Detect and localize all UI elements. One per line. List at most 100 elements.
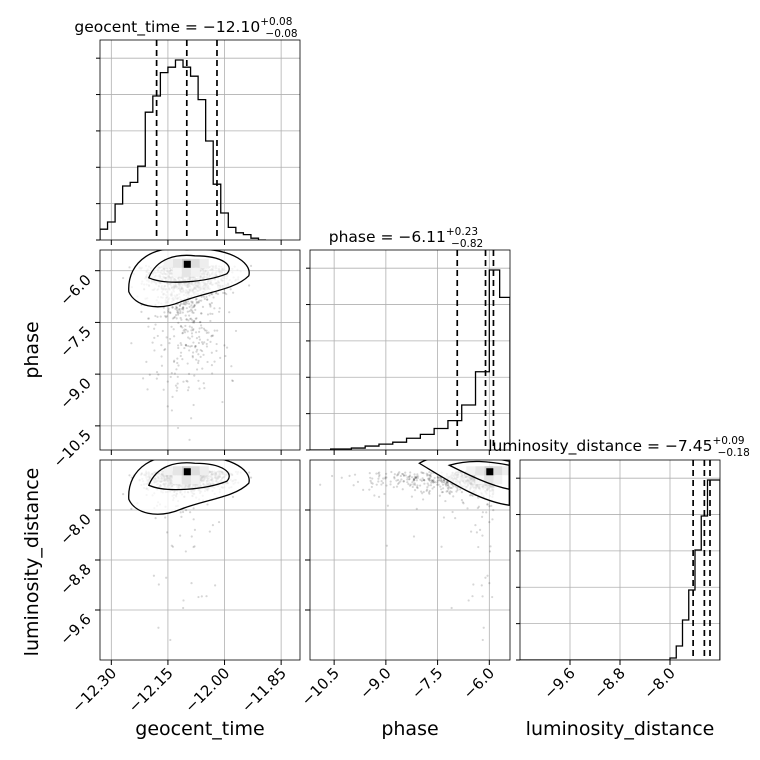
scatter-point (148, 373, 151, 376)
scatter-point (157, 626, 160, 629)
scatter-point (410, 495, 414, 498)
scatter-point (385, 544, 388, 547)
scatter-point (395, 485, 399, 488)
scatter-point (370, 485, 373, 489)
scatter-point (455, 490, 458, 493)
scatter-point (189, 317, 193, 320)
scatter-point (164, 316, 168, 319)
scatter-point (456, 486, 459, 490)
scatter-point (189, 308, 193, 311)
scatter-point (481, 515, 484, 518)
scatter-point (428, 477, 431, 480)
scatter-point (430, 472, 433, 475)
scatter-point (152, 574, 156, 577)
scatter-point (172, 360, 176, 363)
scatter-point (395, 474, 399, 477)
scatter-point (481, 638, 484, 642)
scatter-point (122, 276, 125, 280)
scatter-point (192, 403, 195, 407)
scatter-point (439, 476, 442, 479)
scatter-point (195, 358, 198, 361)
scatter-point (206, 298, 209, 301)
scatter-point (197, 353, 200, 356)
scatter-point (188, 438, 191, 441)
scatter-point (411, 485, 414, 489)
scatter-point (432, 481, 436, 484)
scatter-point (471, 494, 474, 497)
scatter-point (181, 306, 185, 309)
scatter-point (443, 479, 446, 482)
scatter-point (426, 474, 429, 477)
scatter-point (188, 302, 191, 305)
scatter-point (194, 317, 197, 320)
scatter-point (184, 508, 188, 512)
scatter-point (192, 327, 195, 331)
scatter-point (445, 481, 449, 485)
scatter-point (393, 477, 396, 480)
scatter-point (176, 311, 179, 314)
scatter-point (412, 535, 416, 538)
ylabel-luminosity-distance: luminosity_distance (21, 468, 43, 657)
scatter-point (230, 365, 233, 368)
scatter-point (425, 489, 428, 492)
scatter-point (490, 504, 493, 507)
panel-phase-vs-phase-frame (309, 249, 511, 451)
scatter-point (160, 355, 163, 358)
scatter-point (476, 506, 479, 510)
scatter-point (165, 315, 169, 318)
scatter-point (443, 481, 446, 484)
scatter-point (401, 488, 404, 491)
scatter-point (223, 344, 226, 347)
scatter-point (206, 313, 210, 316)
scatter-point (401, 472, 404, 476)
scatter-point (216, 292, 220, 296)
contour-outer (128, 460, 250, 515)
scatter-point (231, 495, 235, 499)
scatter-point (200, 299, 203, 302)
scatter-point (202, 353, 205, 356)
scatter-point (377, 472, 380, 475)
scatter-point (427, 491, 431, 494)
scatter-point (408, 477, 411, 480)
scatter-point (200, 595, 203, 598)
scatter-point (474, 524, 477, 527)
scatter-point (454, 517, 457, 520)
scatter-point (162, 388, 165, 391)
scatter-point (427, 478, 431, 482)
scatter-point (192, 341, 195, 344)
scatter-point (430, 481, 433, 484)
scatter-point (190, 582, 193, 585)
scatter-point (428, 470, 431, 474)
scatter-point (155, 377, 158, 380)
scatter-point (447, 485, 451, 488)
scatter-point (160, 344, 163, 347)
scatter-point (203, 329, 207, 332)
scatter-point (413, 489, 417, 492)
panel-luminosity_distance-vs-luminosity_distance-content (520, 460, 720, 660)
scatter-point (179, 316, 182, 320)
scatter-point (426, 473, 429, 476)
scatter-point (414, 476, 418, 479)
scatter-point (211, 293, 214, 296)
scatter-point (371, 477, 374, 480)
scatter-point (145, 360, 148, 363)
scatter-point (174, 384, 178, 387)
panel-phase-vs-phase (306, 249, 511, 455)
scatter-point (191, 329, 195, 332)
scatter-point (160, 364, 164, 367)
scatter-point (183, 346, 186, 350)
scatter-point (353, 473, 357, 476)
scatter-point (486, 574, 489, 577)
scatter-point (416, 476, 419, 480)
scatter-point (444, 482, 448, 485)
scatter-point (163, 311, 166, 314)
scatter-point (179, 311, 182, 315)
scatter-point (380, 483, 383, 486)
panel-phase-vs-geocent_time-content (122, 250, 253, 441)
scatter-point (410, 476, 414, 479)
scatter-point (188, 337, 191, 340)
scatter-point (377, 475, 381, 478)
scatter-point (185, 318, 188, 321)
scatter-point (446, 483, 450, 487)
